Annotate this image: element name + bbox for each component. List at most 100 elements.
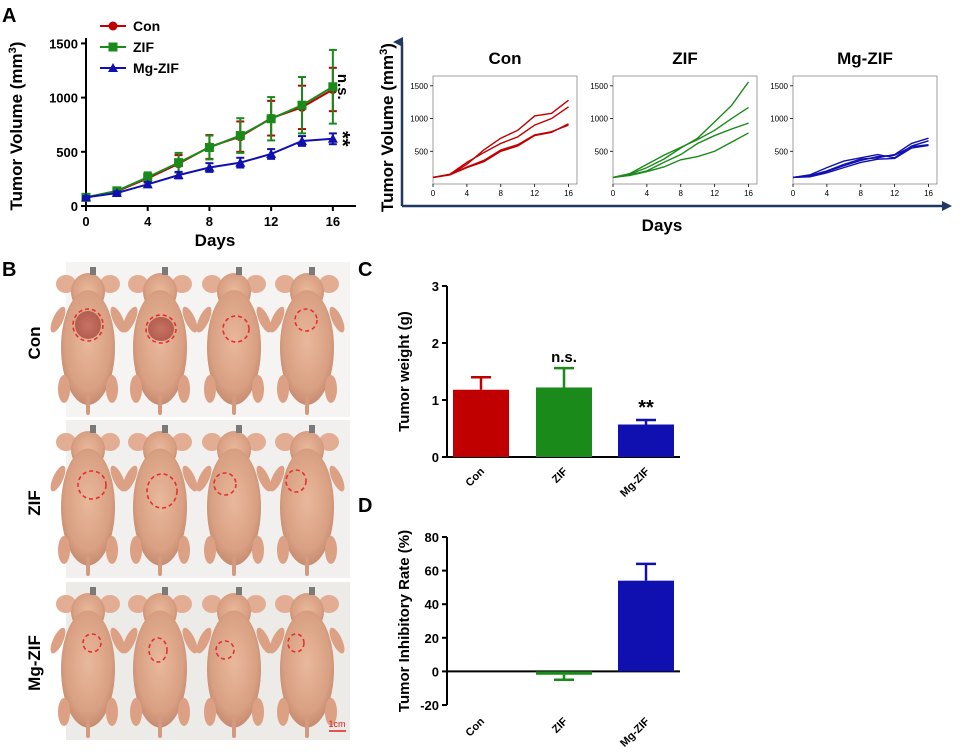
bar-group-mgzif: Mg-ZIF [618, 562, 674, 750]
y-tick-label: 2 [432, 336, 439, 351]
individual-curves-subplots: Con 500 1000 1500 0 4 8 12 16 ZIF 500 1000 1500 0 4 8 12… [410, 49, 938, 198]
category-label: ZIF [550, 715, 570, 735]
individual-curves-xlabel: Days [642, 216, 683, 235]
x-tick-label: 0 [82, 214, 89, 229]
mouse-ear [319, 433, 339, 451]
x-tick-label: 8 [859, 189, 864, 198]
mouse-leg [182, 465, 198, 492]
category-label: Con [464, 465, 488, 489]
legend-entry-con: Con [100, 18, 160, 34]
mouse-ear [246, 275, 266, 293]
bar [453, 389, 509, 457]
category-label: Con [464, 715, 488, 739]
bar-group-zif: ZIF [536, 671, 592, 736]
data-point [142, 179, 153, 189]
y-tick-label: 0 [432, 664, 439, 679]
category-label: Mg-ZIF [618, 715, 652, 749]
mouse-image [50, 425, 126, 576]
mouse-ear [172, 595, 192, 613]
x-tick-label: 16 [744, 189, 753, 198]
data-point [235, 131, 245, 141]
subplot-con: Con 500 1000 1500 0 4 8 12 16 [410, 49, 578, 198]
data-point [111, 187, 122, 197]
mouse-image [269, 587, 345, 738]
tumor-circle [287, 633, 305, 653]
mouse-leg [329, 306, 345, 333]
mouse-leg [178, 698, 190, 726]
subplot-title: Con [488, 49, 521, 68]
tumor-circle [82, 633, 102, 653]
y-tick-label: 500 [595, 147, 609, 156]
mouse-leg [252, 536, 264, 564]
y-axis-label-sup: 3 [7, 47, 19, 53]
mouse-ear [319, 275, 339, 293]
mouse-leg [269, 306, 285, 333]
data-point [327, 133, 338, 143]
mouse-leg [122, 306, 138, 333]
mouse-leg [196, 306, 212, 333]
data-point [81, 192, 91, 202]
data-point [235, 157, 246, 167]
mouse-body [61, 610, 115, 728]
tumor-circle [222, 315, 250, 343]
y-tick-label: 20 [425, 631, 439, 646]
panel-label-c: C [358, 259, 372, 281]
mouse-body [207, 610, 261, 728]
mouse-body [133, 610, 187, 728]
data-point [143, 172, 153, 182]
mouse-leg [325, 698, 337, 726]
bar [618, 580, 674, 672]
panel-label-a: A [2, 5, 16, 27]
legend-entry-zif: ZIF [100, 39, 154, 55]
mouse-body [280, 290, 334, 405]
data-point [297, 100, 307, 110]
x-tick-label: 16 [564, 189, 573, 198]
mouse-leg [252, 698, 264, 726]
individual-curves-frame: Tumor Volume (mm3) Days [378, 37, 952, 235]
ear-tag [162, 425, 168, 433]
mouse-ear [246, 595, 266, 613]
individual-curve [432, 123, 569, 179]
tumor-volume-growth-chart: 0 500 1000 1500 0 4 8 12 16 Days Tumor Volume (mm3… [7, 36, 356, 250]
individual-curve [612, 106, 749, 179]
individual-curves-ylabel: Tumor Volume (mm3) [378, 43, 397, 212]
x-tick-label: 4 [465, 189, 470, 198]
bar-annotation: ** [638, 397, 654, 419]
mouse-ear [202, 275, 222, 293]
mouse-leg [277, 375, 289, 403]
y-axis-label: Tumor Inhibitory Rate (%) [396, 530, 413, 712]
mouse-ear [275, 275, 295, 293]
y-tick-label: 3 [432, 279, 439, 294]
mouse-leg [256, 465, 272, 492]
tumor-circle [213, 472, 237, 496]
subplot-mgzif: Mg-ZIF 500 1000 1500 0 4 8 12 16 [770, 49, 938, 198]
x-axis-label: Days [195, 231, 236, 250]
bar [536, 387, 592, 457]
mouse-leg [130, 536, 142, 564]
mouse-leg [122, 627, 138, 654]
category-label: Mg-ZIF [618, 465, 652, 499]
mouse-leg [269, 465, 285, 492]
mouse-ear [100, 275, 120, 293]
annotation-sig: ** [331, 131, 353, 147]
y-tick-label: 1 [432, 393, 439, 408]
mouse-image [122, 267, 198, 415]
tumor-circle [215, 640, 235, 660]
y-tick-label: 1500 [770, 82, 788, 91]
series-mgzif [81, 132, 338, 202]
tumor-circle [146, 473, 178, 509]
data-point [174, 158, 184, 168]
mouse-leg [325, 536, 337, 564]
bar [618, 424, 674, 457]
x-tick-label: 12 [710, 189, 719, 198]
tumor-circle [72, 308, 104, 342]
ear-tag [162, 587, 168, 595]
data-point [173, 170, 184, 180]
x-tick-label: 8 [206, 214, 213, 229]
mouse-leg [50, 465, 66, 492]
mouse-leg [178, 536, 190, 564]
mouse-image [122, 425, 198, 576]
mouse-image [196, 267, 272, 415]
y-tick-label: 1500 [590, 82, 608, 91]
